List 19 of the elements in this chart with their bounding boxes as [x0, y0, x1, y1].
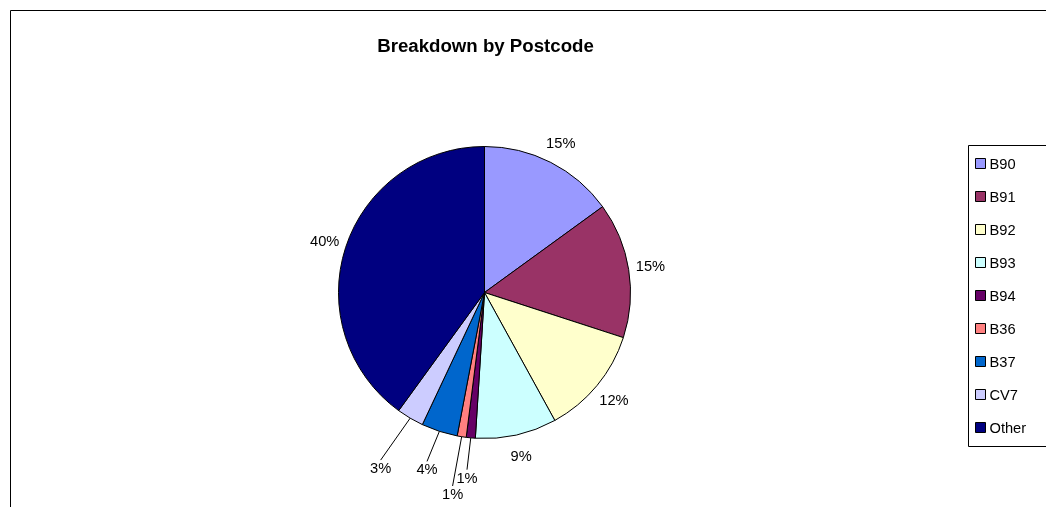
legend-label: B36: [989, 320, 1016, 337]
data-label: 40%: [310, 232, 340, 249]
chart-title: Breakdown by Postcode: [377, 35, 594, 56]
legend-label: B37: [989, 353, 1016, 370]
data-label: 1%: [442, 485, 464, 502]
legend-label: B93: [989, 254, 1016, 271]
data-label: 12%: [599, 391, 629, 408]
legend-label: B90: [989, 155, 1016, 172]
legend-label: B94: [989, 287, 1016, 304]
data-label: 15%: [546, 134, 576, 151]
legend-label: B92: [989, 221, 1016, 238]
legend-label: CV7: [989, 386, 1019, 403]
legend-label: B91: [989, 188, 1016, 205]
data-label: 3%: [370, 460, 392, 477]
data-label: 15%: [635, 258, 666, 275]
data-label: 9%: [510, 448, 532, 465]
data-label: 4%: [416, 461, 438, 478]
legend-label: Other: [989, 419, 1027, 436]
data-label: 1%: [456, 469, 478, 486]
